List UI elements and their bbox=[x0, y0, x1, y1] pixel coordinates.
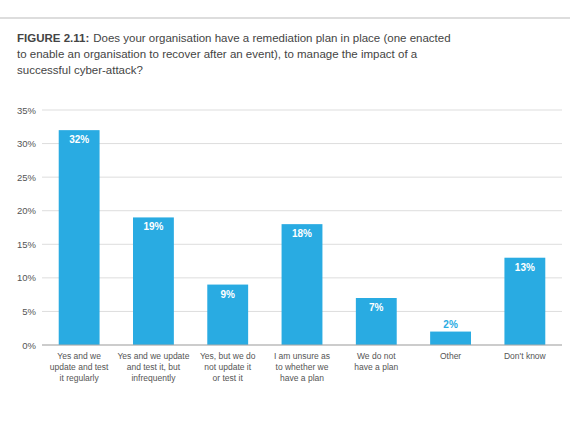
x-tick-label: Don't know bbox=[504, 351, 547, 361]
x-tick-line: infrequently bbox=[131, 373, 176, 383]
bar bbox=[504, 258, 545, 345]
x-tick-line: and test it, but bbox=[127, 362, 181, 372]
y-tick-label: 30% bbox=[17, 138, 37, 149]
y-axis: 0% 5% 10% 15% 20% 25% 30% 35% bbox=[17, 105, 562, 351]
subtitle: to enable an organisation to recover aft… bbox=[17, 48, 418, 60]
data-label: 9% bbox=[220, 289, 235, 300]
x-tick-line: Yes and we bbox=[57, 351, 101, 361]
y-tick-label: 5% bbox=[22, 306, 36, 317]
data-label: 13% bbox=[515, 262, 535, 273]
x-axis-line bbox=[42, 345, 562, 346]
bar bbox=[133, 217, 174, 345]
separator bbox=[0, 18, 570, 19]
x-tick-line: or test it bbox=[213, 373, 244, 383]
grid-line bbox=[42, 210, 562, 211]
data-label: 32% bbox=[69, 134, 89, 145]
x-tick-line: I am unsure as bbox=[274, 351, 330, 361]
data-labels: 32% 19% 9% 18% 7% 2% 13% bbox=[69, 134, 535, 329]
y-tick-label: 10% bbox=[17, 272, 37, 283]
y-tick-label: 0% bbox=[22, 340, 36, 351]
bar bbox=[282, 224, 323, 345]
x-tick-line: have a plan bbox=[354, 362, 398, 372]
x-tick-label: Yes, but we donot update itor test it bbox=[200, 351, 256, 383]
grid-line bbox=[42, 345, 562, 346]
x-tick-line: Yes, but we do bbox=[200, 351, 256, 361]
y-tick-label: 20% bbox=[17, 205, 37, 216]
x-tick-line: Yes and we update bbox=[117, 351, 189, 361]
data-label: 2% bbox=[443, 319, 458, 330]
x-tick-line: Other bbox=[440, 351, 461, 361]
data-label: 18% bbox=[292, 228, 312, 239]
subtitle: successful cyber-attack? bbox=[17, 64, 143, 76]
data-label: 7% bbox=[369, 302, 384, 313]
grid-line bbox=[42, 143, 562, 144]
y-tick-label: 35% bbox=[17, 105, 37, 116]
bars bbox=[59, 130, 546, 345]
x-tick-line: update and test bbox=[50, 362, 109, 372]
x-tick-line: Don't know bbox=[504, 351, 547, 361]
chart-svg: FIGURE 2.11: Does your organisation have … bbox=[0, 0, 570, 430]
x-tick-label: Other bbox=[440, 351, 461, 361]
title-block: FIGURE 2.11: Does your organisation have … bbox=[17, 32, 451, 76]
bar bbox=[207, 285, 248, 345]
chart-container: FIGURE 2.11: Does your organisation have … bbox=[0, 0, 570, 430]
x-tick-line: not update it bbox=[204, 362, 251, 372]
x-axis: Yes and weupdate and testit regularlyYes… bbox=[42, 345, 562, 383]
x-tick-line: We do not bbox=[357, 351, 396, 361]
x-tick-label: Yes and weupdate and testit regularly bbox=[50, 351, 109, 383]
x-tick-label: We do nothave a plan bbox=[354, 351, 398, 372]
bar bbox=[356, 298, 397, 345]
grid-line bbox=[42, 177, 562, 178]
y-tick-label: 15% bbox=[17, 239, 37, 250]
data-label: 19% bbox=[143, 221, 163, 232]
x-tick-line: have a plan bbox=[280, 373, 324, 383]
x-tick-line: it regularly bbox=[60, 373, 100, 383]
page: {"chart_data": {"type": "bar", "title": … bbox=[0, 0, 570, 430]
x-tick-label: I am unsure asto whether wehave a plan bbox=[274, 351, 330, 383]
title: FIGURE 2.11: bbox=[17, 32, 89, 44]
grid-line bbox=[42, 110, 562, 111]
x-tick-label: Yes and we updateand test it, butinfrequ… bbox=[117, 351, 189, 383]
x-tick-line: to whether we bbox=[276, 362, 329, 372]
bar bbox=[430, 332, 471, 345]
subtitle: Does your organisation have a remediatio… bbox=[93, 32, 450, 44]
y-tick-label: 25% bbox=[17, 172, 37, 183]
bar bbox=[59, 130, 100, 345]
